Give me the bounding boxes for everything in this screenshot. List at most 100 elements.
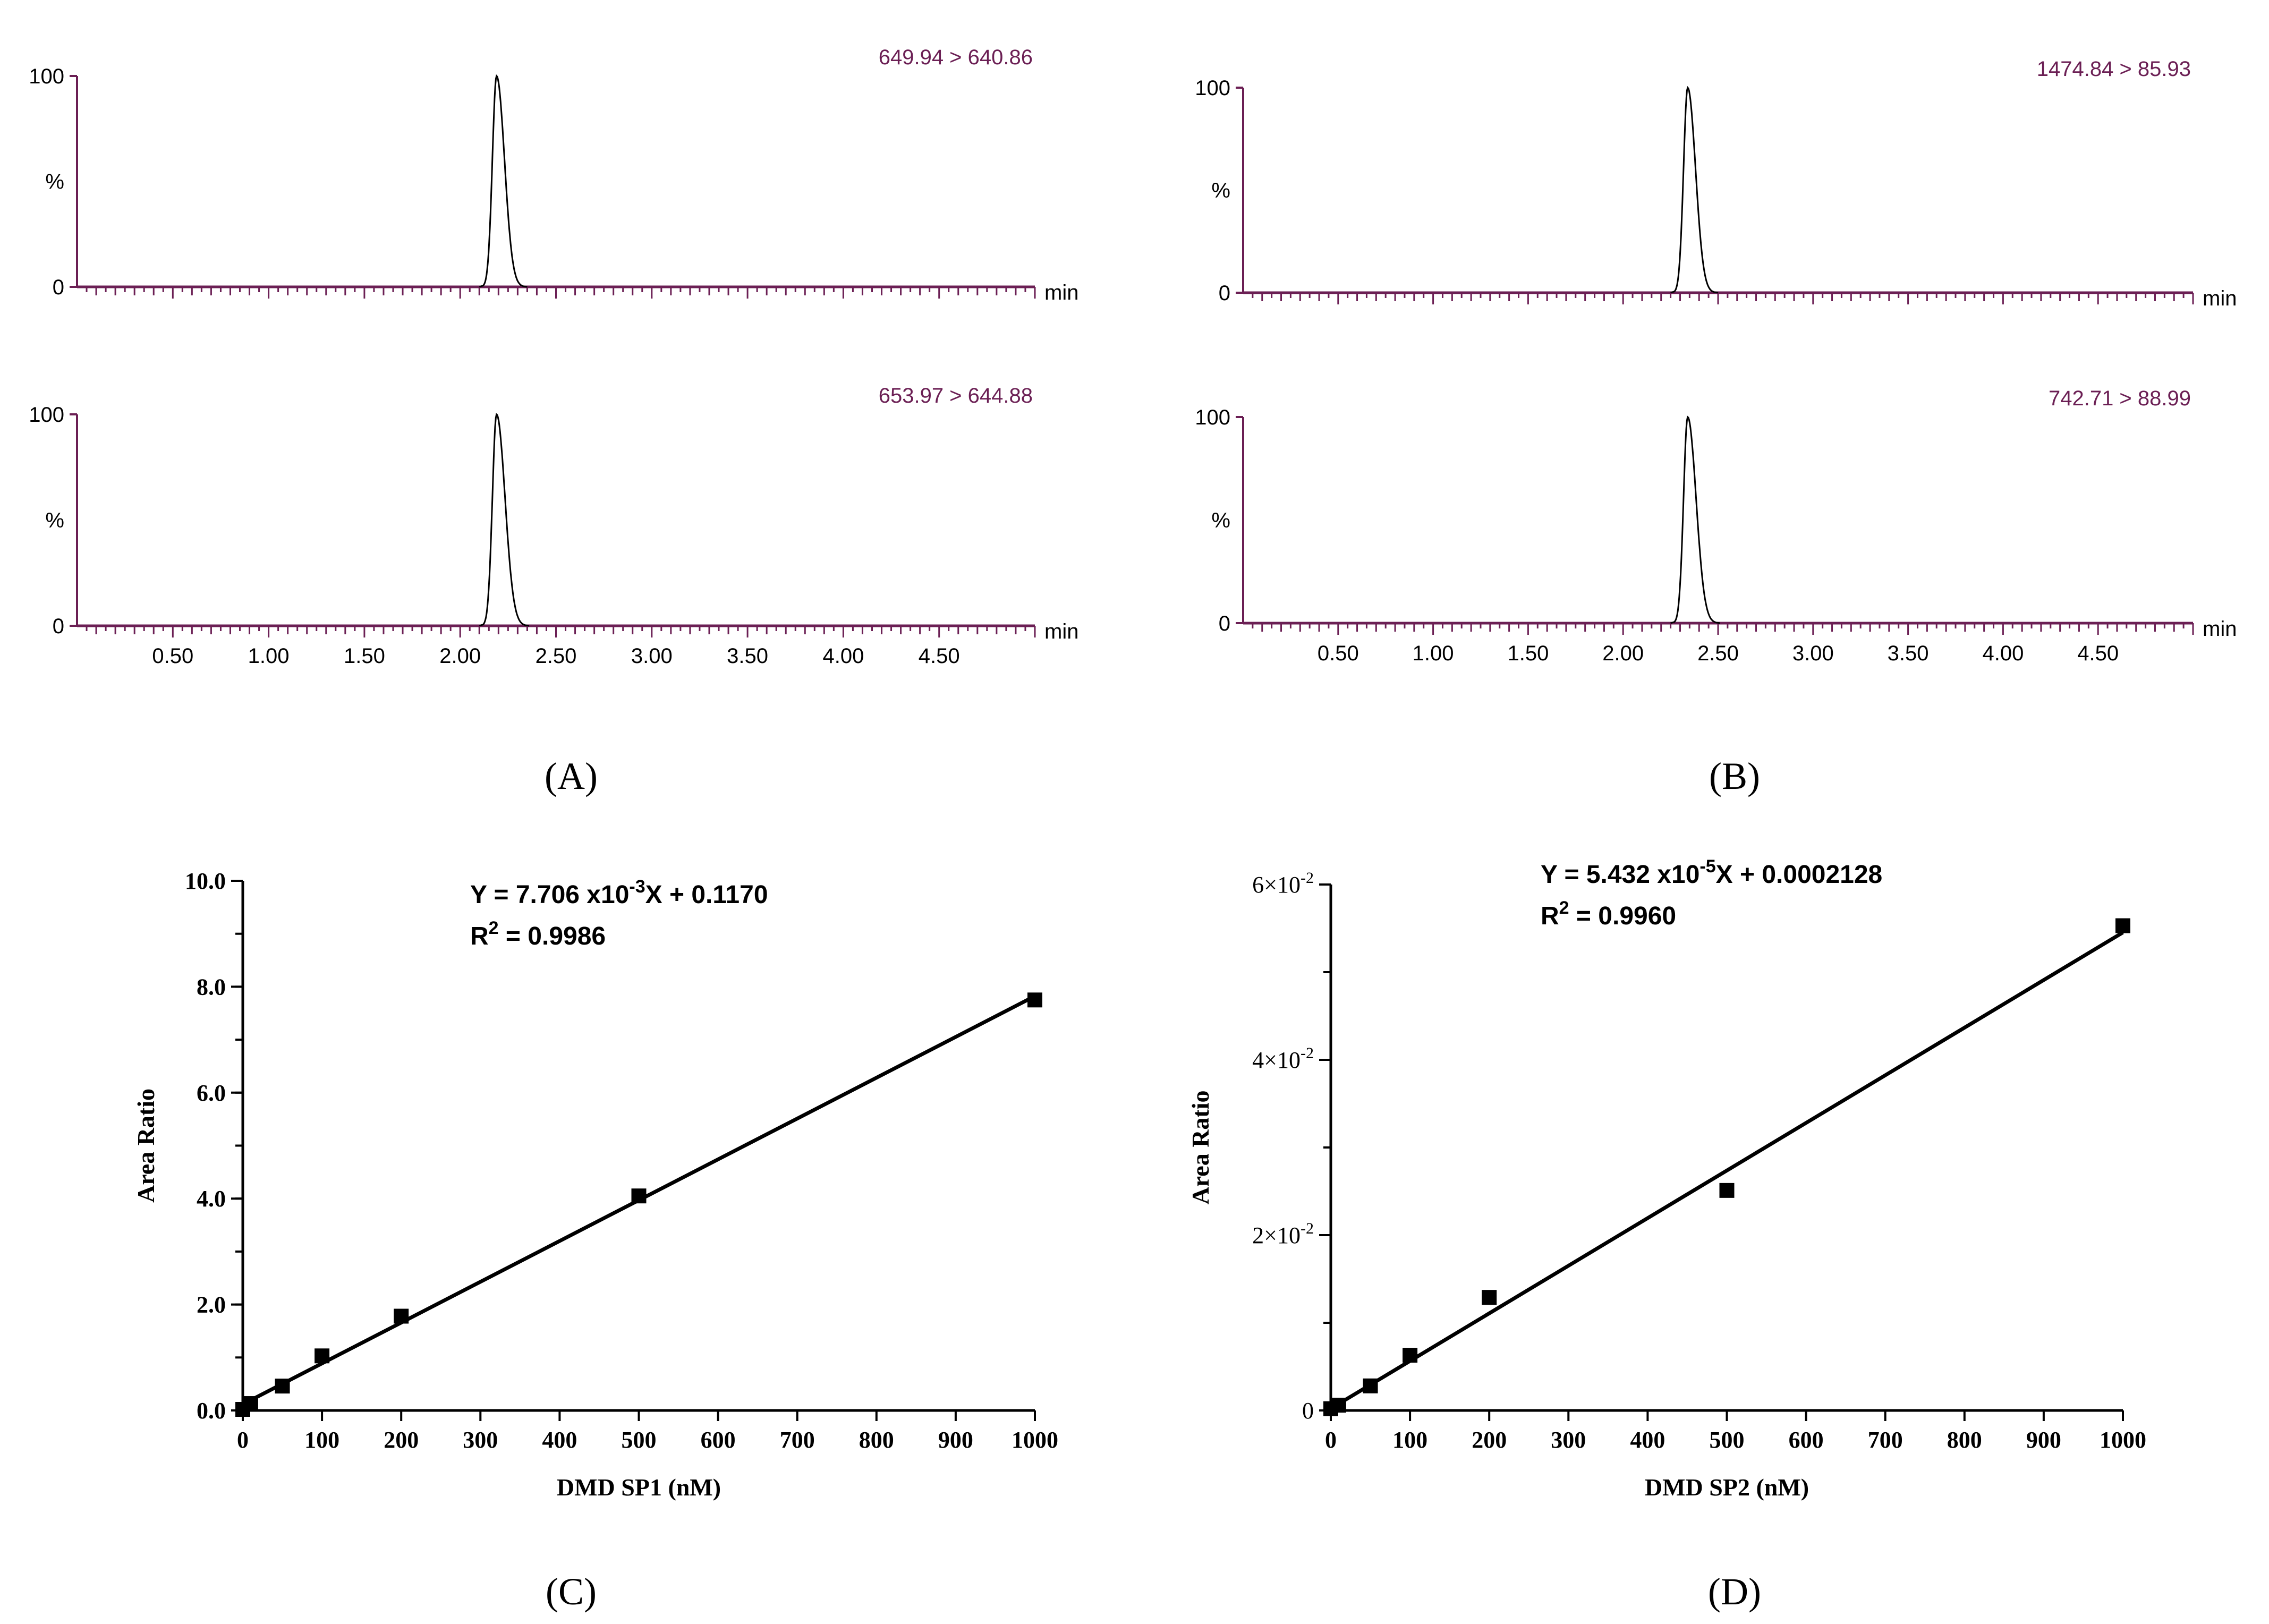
x-tick-label: 900 bbox=[938, 1427, 973, 1453]
panel-label-a: (A) bbox=[545, 755, 598, 797]
y-tick-label: 0 bbox=[1219, 612, 1230, 635]
x-tick-label: 1.50 bbox=[1507, 642, 1549, 665]
data-point bbox=[2115, 918, 2130, 933]
x-tick-label: 100 bbox=[304, 1427, 339, 1453]
chromatogram-b-bottom: 100 0% min 0.50 1.00 1.50 2.00 2.50 3.00 3.50 4.00… bbox=[1195, 387, 2237, 665]
x-tick-label: 700 bbox=[780, 1427, 815, 1453]
y-tick-label: 8.0 bbox=[197, 974, 226, 1000]
peak-trace bbox=[1670, 415, 1720, 624]
regression-equation: Y = 5.432 x10-5X + 0.0002128 bbox=[1541, 856, 1882, 889]
y-tick-label: 6.0 bbox=[197, 1080, 226, 1106]
x-tick-label: 2.00 bbox=[439, 644, 481, 668]
y-axis-title: Area Ratio bbox=[132, 1089, 159, 1203]
x-tick-label: 3.50 bbox=[1888, 642, 1929, 665]
x-axis-title: DMD SP2 (nM) bbox=[1645, 1474, 1809, 1501]
panel-label-c: (C) bbox=[546, 1570, 597, 1613]
x-tick-label: 400 bbox=[542, 1427, 577, 1453]
y-tick-label: 100 bbox=[29, 403, 64, 427]
x-tick-label: 4.00 bbox=[1982, 642, 2024, 665]
x-tick-label: 600 bbox=[701, 1427, 736, 1453]
x-tick-label: 0 bbox=[237, 1427, 249, 1453]
x-tick-label: 2.50 bbox=[1697, 642, 1739, 665]
transition-label: 649.94 > 640.86 bbox=[879, 46, 1033, 69]
x-tick-label: 2.00 bbox=[1602, 642, 1644, 665]
x-tick-label: 500 bbox=[1710, 1427, 1745, 1453]
data-point bbox=[1719, 1183, 1735, 1198]
y-tick-label: 0 bbox=[53, 276, 64, 299]
x-tick-label: 800 bbox=[859, 1427, 894, 1453]
transition-label: 742.71 > 88.99 bbox=[2049, 387, 2191, 410]
calibration-chart-c: 0 100 200 300 400 500 600 700 800 900 1000 0.0 2.0 4.… bbox=[132, 868, 1058, 1501]
y-axis-title: Area Ratio bbox=[1187, 1090, 1214, 1204]
x-tick-label: 3.00 bbox=[631, 644, 673, 668]
y-tick-label: 2×10-2 bbox=[1252, 1220, 1314, 1248]
chromatogram-a-top: 100 0% min 649.94 > 640.86 bbox=[29, 46, 1078, 304]
x-axis-unit: min bbox=[2203, 617, 2237, 641]
y-tick-label: 100 bbox=[1195, 406, 1230, 429]
x-tick-label: 700 bbox=[1868, 1427, 1903, 1453]
x-tick-label: 1.00 bbox=[1413, 642, 1454, 665]
chromatogram-b-top: 100 0% min 1474.84 > 85.93 bbox=[1195, 57, 2237, 310]
data-point bbox=[1027, 992, 1042, 1008]
y-tick-label: 100 bbox=[1195, 76, 1230, 100]
x-tick-label: 200 bbox=[384, 1427, 419, 1453]
x-tick-label: 0.50 bbox=[152, 644, 193, 668]
y-tick-label: 6×10-2 bbox=[1252, 869, 1314, 898]
x-tick-label: 1000 bbox=[1012, 1427, 1058, 1453]
x-tick-label: 4.50 bbox=[919, 644, 960, 668]
x-tick-label: 400 bbox=[1630, 1427, 1665, 1453]
peak-trace bbox=[479, 74, 528, 288]
y-axis-label: % bbox=[45, 171, 64, 194]
y-tick-label: 0 bbox=[1302, 1398, 1314, 1424]
data-point bbox=[1331, 1398, 1346, 1413]
r-squared-label: R2 = 0.9960 bbox=[1541, 898, 1676, 930]
x-tick-label: 800 bbox=[1947, 1427, 1982, 1453]
x-tick-label: 3.50 bbox=[727, 644, 768, 668]
y-axis-label: % bbox=[45, 509, 64, 532]
y-tick-label: 0.0 bbox=[197, 1398, 226, 1424]
y-tick-label: 4×10-2 bbox=[1252, 1044, 1314, 1073]
y-tick-label: 0 bbox=[53, 615, 64, 638]
x-tick-label: 300 bbox=[1551, 1427, 1586, 1453]
panel-label-b: (B) bbox=[1709, 755, 1760, 797]
chromatogram-a-bottom: 100 0% min 0.50 1.00 1.50 2.00 2.50 3.00 3.50 4.00… bbox=[29, 384, 1078, 668]
x-axis-unit: min bbox=[1044, 281, 1078, 304]
x-tick-label: 1.50 bbox=[344, 644, 385, 668]
peak-trace bbox=[1670, 86, 1719, 294]
transition-label: 1474.84 > 85.93 bbox=[2037, 57, 2191, 81]
x-axis-unit: min bbox=[1044, 620, 1078, 643]
regression-equation: Y = 7.706 x10-3X + 0.1170 bbox=[470, 877, 768, 909]
x-axis-unit: min bbox=[2203, 287, 2237, 310]
regression-line bbox=[1330, 931, 2124, 1410]
x-tick-label: 200 bbox=[1472, 1427, 1507, 1453]
x-tick-label: 1000 bbox=[2100, 1427, 2146, 1453]
y-axis-label: % bbox=[1211, 179, 1230, 202]
x-tick-label: 600 bbox=[1789, 1427, 1824, 1453]
panel-label-d: (D) bbox=[1708, 1570, 1761, 1613]
data-point bbox=[631, 1188, 647, 1204]
data-point bbox=[315, 1348, 330, 1364]
x-tick-label: 500 bbox=[622, 1427, 657, 1453]
y-tick-label: 10.0 bbox=[185, 868, 226, 894]
x-tick-label: 100 bbox=[1392, 1427, 1427, 1453]
x-tick-label: 3.00 bbox=[1792, 642, 1834, 665]
x-tick-label: 1.00 bbox=[248, 644, 290, 668]
calibration-chart-d: 0 100 200 300 400 500 600 700 800 900 1000 0 2×10-2 4… bbox=[1187, 856, 2146, 1501]
x-axis-title: DMD SP1 (nM) bbox=[557, 1474, 721, 1501]
x-tick-label: 300 bbox=[463, 1427, 498, 1453]
r-squared-label: R2 = 0.9986 bbox=[470, 918, 606, 950]
data-point bbox=[1482, 1290, 1497, 1305]
y-tick-label: 100 bbox=[29, 65, 64, 88]
x-tick-label: 2.50 bbox=[536, 644, 577, 668]
y-tick-label: 4.0 bbox=[197, 1186, 226, 1212]
y-tick-label: 0 bbox=[1219, 282, 1230, 305]
peak-trace bbox=[479, 413, 530, 627]
x-tick-label: 4.50 bbox=[2077, 642, 2119, 665]
y-tick-label: 2.0 bbox=[197, 1292, 226, 1318]
y-axis-label: % bbox=[1211, 509, 1230, 532]
x-tick-label: 900 bbox=[2026, 1427, 2061, 1453]
data-point bbox=[1363, 1378, 1378, 1393]
data-point bbox=[394, 1308, 409, 1324]
